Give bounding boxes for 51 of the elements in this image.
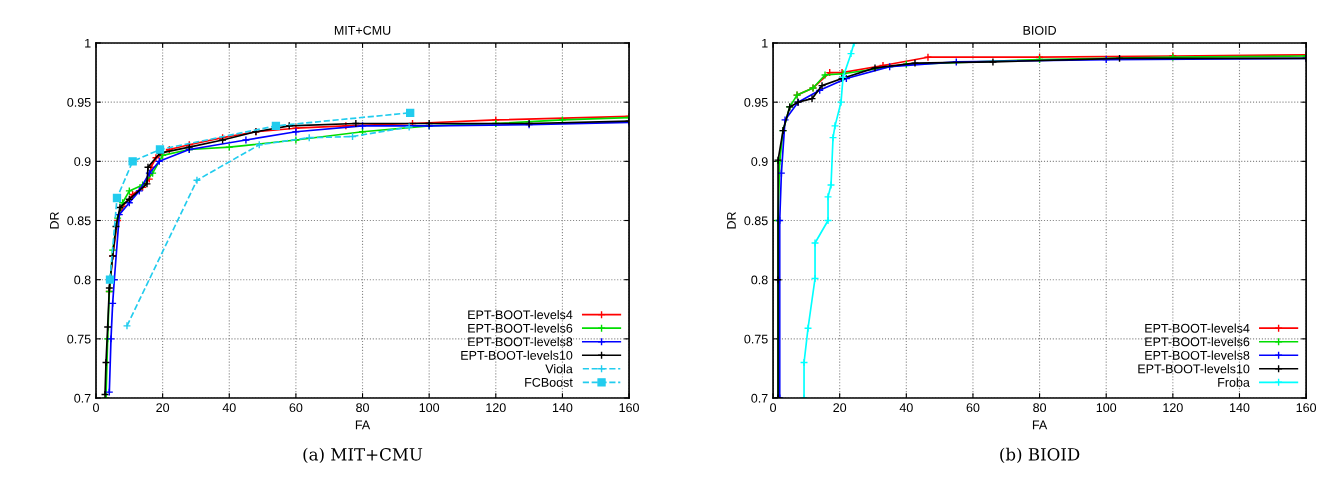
legend-label: FCBoost [525, 377, 573, 387]
text: (a) MIT+CMU [303, 447, 423, 463]
legend-label: EPT-BOOT-levels10 [461, 350, 573, 360]
y-tick-label: 0.75 [744, 334, 768, 344]
y-tick-label: 0.95 [744, 97, 768, 107]
x-tick-label: 40 [899, 403, 913, 413]
x-tick-label: 160 [619, 403, 639, 413]
x-tick-label: 120 [486, 403, 506, 413]
x-tick-label: 60 [966, 403, 980, 413]
y-tick-label: 0.9 [751, 157, 768, 166]
x-tick-label: 0 [93, 403, 99, 413]
y-tick-label: 0.95 [67, 97, 91, 107]
x-tick-label: 140 [552, 403, 573, 413]
x-axis-title: FA [355, 420, 371, 430]
x-tick-label: 100 [1096, 403, 1117, 413]
legend-label: Froba [1218, 377, 1250, 387]
x-tick-label: 80 [356, 403, 369, 413]
y-tick-label: 0.75 [67, 334, 91, 344]
legend-label: EPT-BOOT-levels6 [468, 323, 573, 333]
x-tick-label: 20 [156, 403, 170, 413]
text: (b) BIOID [1000, 447, 1080, 463]
chart-title: BIOID [1023, 25, 1056, 35]
x-tick-label: 60 [289, 403, 303, 413]
y-tick-label: 0.85 [744, 216, 768, 226]
y-axis-title: DR [727, 212, 736, 229]
x-tick-label: 40 [222, 403, 236, 413]
y-axis-title: DR [50, 212, 59, 229]
x-tick-label: 80 [1033, 403, 1047, 413]
legend-label: EPT-BOOT-levels6 [1145, 337, 1250, 347]
x-tick-label: 120 [1163, 403, 1183, 413]
legend-label: EPT-BOOT-levels8 [1145, 350, 1250, 360]
x-tick-label: 100 [419, 403, 440, 413]
legend-label: EPT-BOOT-levels10 [1138, 364, 1250, 374]
y-tick-label: 1 [762, 38, 768, 48]
chart-title: MIT+CMU [334, 25, 391, 35]
legend-label: EPT-BOOT-levels4 [1145, 323, 1250, 333]
y-tick-label: 0.7 [751, 393, 768, 403]
y-tick-label: 0.85 [67, 216, 91, 226]
x-tick-label: 140 [1230, 403, 1250, 413]
legend-label: EPT-BOOT-levels8 [468, 337, 573, 347]
y-tick-label: 0.8 [74, 275, 91, 285]
x-tick-label: 0 [770, 403, 777, 413]
y-tick-label: 0.9 [74, 157, 91, 166]
x-tick-label: 160 [1296, 403, 1317, 413]
y-tick-label: 1 [85, 38, 91, 48]
x-axis-title: FA [1032, 420, 1048, 430]
legend-label: EPT-BOOT-levels4 [468, 309, 573, 320]
y-tick-label: 0.7 [74, 393, 91, 403]
x-tick-label: 20 [833, 403, 847, 413]
legend-label: Viola [545, 364, 573, 374]
y-tick-label: 0.8 [751, 275, 768, 285]
